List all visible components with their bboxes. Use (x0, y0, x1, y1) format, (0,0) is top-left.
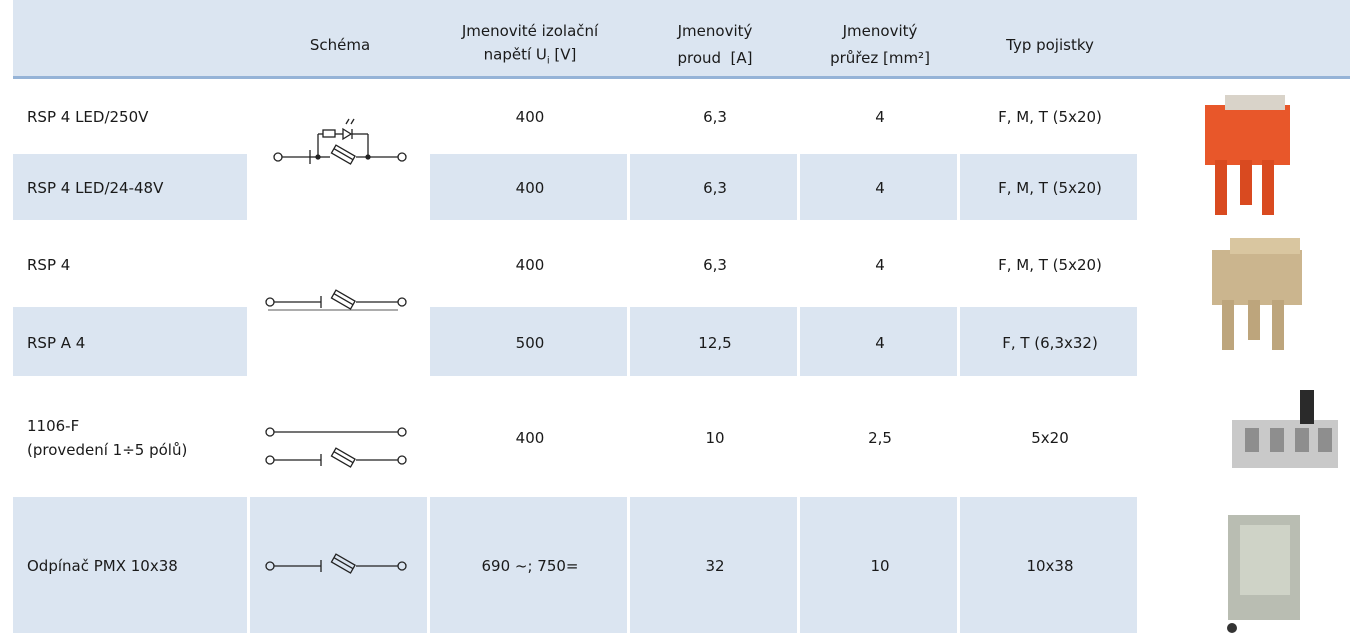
product-1106 (1232, 390, 1338, 468)
schema-fuse (266, 290, 406, 310)
product-rsp (1212, 238, 1302, 350)
schema-pmx (266, 554, 406, 573)
product-rsp-led (1205, 95, 1290, 215)
schema-led (274, 119, 406, 164)
schema-1106 (266, 428, 406, 467)
drawings (0, 0, 1365, 638)
page: SchémaJmenovité izolačnínapětí Ui [V]Jme… (0, 0, 1365, 638)
product-pmx (1227, 515, 1300, 633)
